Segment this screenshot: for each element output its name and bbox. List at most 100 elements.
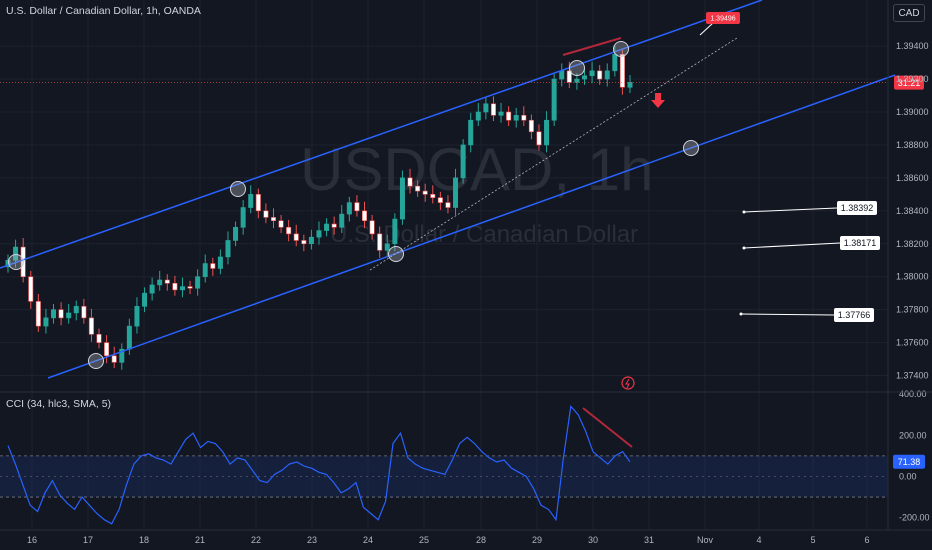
touch-point-circle[interactable] bbox=[230, 181, 246, 197]
candle-body[interactable] bbox=[278, 220, 284, 228]
candle-body[interactable] bbox=[73, 306, 79, 314]
replay-icon[interactable] bbox=[621, 376, 635, 390]
candle-body[interactable] bbox=[35, 301, 41, 327]
candle-body[interactable] bbox=[81, 306, 87, 319]
candle-body[interactable] bbox=[142, 292, 148, 307]
currency-button[interactable]: CAD bbox=[893, 4, 925, 22]
candle-body[interactable] bbox=[157, 279, 163, 286]
candle-body[interactable] bbox=[233, 226, 239, 241]
candle-body[interactable] bbox=[521, 114, 527, 121]
candle-body[interactable] bbox=[263, 210, 269, 218]
candle-body[interactable] bbox=[475, 111, 481, 121]
candle-body[interactable] bbox=[437, 197, 443, 203]
candle-body[interactable] bbox=[346, 202, 352, 215]
candle-body[interactable] bbox=[149, 284, 155, 294]
candle-body[interactable] bbox=[270, 217, 276, 222]
price-divergence-line[interactable] bbox=[562, 37, 622, 56]
candle-body[interactable] bbox=[339, 213, 345, 228]
candle-body[interactable] bbox=[612, 54, 618, 72]
candle-body[interactable] bbox=[187, 286, 193, 289]
candle-body[interactable] bbox=[286, 226, 292, 235]
candle-body[interactable] bbox=[66, 312, 72, 319]
candle-body[interactable] bbox=[528, 119, 534, 133]
drawing-overlays[interactable]: 31:21 1.39496 1.38392 1.38171 1.37766 bbox=[0, 0, 924, 390]
candle-body[interactable] bbox=[513, 114, 519, 121]
candle-body[interactable] bbox=[195, 276, 201, 289]
candle-body[interactable] bbox=[51, 309, 57, 319]
candle-body[interactable] bbox=[490, 103, 496, 116]
candle-body[interactable] bbox=[536, 131, 542, 146]
candle-body[interactable] bbox=[468, 119, 474, 146]
candle-body[interactable] bbox=[255, 194, 261, 212]
candle-body[interactable] bbox=[544, 119, 550, 146]
candle-body[interactable] bbox=[43, 317, 49, 327]
candle-body[interactable] bbox=[13, 246, 19, 261]
candle-body[interactable] bbox=[384, 243, 390, 251]
cci-title[interactable]: CCI (34, hlc3, SMA, 5) bbox=[6, 398, 112, 410]
candles[interactable] bbox=[5, 45, 633, 370]
candle-body[interactable] bbox=[164, 279, 170, 284]
candle-body[interactable] bbox=[96, 334, 102, 343]
candle-body[interactable] bbox=[126, 325, 132, 350]
candle-body[interactable] bbox=[399, 177, 405, 220]
candle-body[interactable] bbox=[559, 70, 565, 80]
touch-point-circle[interactable] bbox=[683, 140, 699, 156]
candle-body[interactable] bbox=[392, 218, 398, 245]
candle-body[interactable] bbox=[324, 223, 330, 231]
candle-body[interactable] bbox=[88, 317, 94, 335]
candle-body[interactable] bbox=[172, 282, 178, 291]
touch-point-circle[interactable] bbox=[388, 246, 404, 262]
candle-body[interactable] bbox=[248, 194, 254, 208]
candle-body[interactable] bbox=[574, 78, 580, 83]
candle-body[interactable] bbox=[422, 190, 428, 195]
candle-body[interactable] bbox=[445, 202, 451, 208]
candle-body[interactable] bbox=[225, 240, 231, 258]
candle-body[interactable] bbox=[498, 111, 504, 116]
candle-body[interactable] bbox=[202, 263, 208, 278]
candle-body[interactable] bbox=[28, 276, 34, 302]
candle-body[interactable] bbox=[369, 220, 375, 235]
candle-body[interactable] bbox=[453, 177, 459, 208]
candle-body[interactable] bbox=[377, 233, 383, 251]
candle-body[interactable] bbox=[119, 348, 125, 363]
candle-body[interactable] bbox=[331, 223, 337, 228]
candle-body[interactable] bbox=[460, 144, 466, 179]
candle-body[interactable] bbox=[407, 177, 413, 187]
candle-body[interactable] bbox=[104, 342, 110, 357]
candle-body[interactable] bbox=[5, 259, 11, 268]
touch-point-circle[interactable] bbox=[569, 60, 585, 76]
candle-body[interactable] bbox=[134, 306, 140, 327]
candle-body[interactable] bbox=[111, 355, 117, 363]
channel-upper-line[interactable] bbox=[0, 0, 763, 269]
candle-body[interactable] bbox=[506, 111, 512, 121]
symbol-title[interactable]: U.S. Dollar / Canadian Dollar, 1h, OANDA bbox=[6, 5, 201, 17]
candle-body[interactable] bbox=[179, 286, 185, 291]
cci-divergence-line[interactable] bbox=[582, 407, 633, 448]
candle-body[interactable] bbox=[301, 240, 307, 245]
touch-point-circle[interactable] bbox=[613, 41, 629, 57]
candle-body[interactable] bbox=[354, 202, 360, 212]
level-label-box[interactable] bbox=[834, 308, 874, 322]
candle-body[interactable] bbox=[362, 210, 368, 222]
candle-body[interactable] bbox=[597, 70, 603, 80]
candle-body[interactable] bbox=[551, 78, 557, 121]
candle-body[interactable] bbox=[604, 70, 610, 80]
candle-body[interactable] bbox=[308, 236, 314, 245]
candle-body[interactable] bbox=[430, 194, 436, 198]
cci-line[interactable] bbox=[7, 405, 631, 525]
candle-body[interactable] bbox=[581, 75, 587, 80]
candle-body[interactable] bbox=[589, 70, 595, 77]
candle-body[interactable] bbox=[415, 185, 421, 192]
touch-point-circle[interactable] bbox=[8, 254, 24, 270]
candle-body[interactable] bbox=[483, 103, 489, 113]
dotted-trendline[interactable] bbox=[369, 37, 738, 271]
candle-body[interactable] bbox=[566, 70, 572, 83]
candle-body[interactable] bbox=[240, 207, 246, 228]
channel-lower-line[interactable] bbox=[47, 74, 896, 379]
candle-body[interactable] bbox=[627, 82, 633, 88]
candle-body[interactable] bbox=[619, 54, 625, 88]
level-label-box[interactable] bbox=[840, 236, 880, 250]
level-label-box[interactable] bbox=[837, 201, 877, 215]
candle-body[interactable] bbox=[58, 309, 64, 319]
